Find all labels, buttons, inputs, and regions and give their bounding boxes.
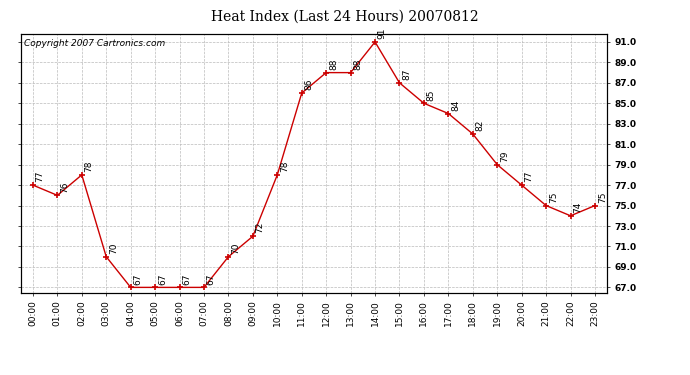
Text: 67: 67 xyxy=(158,273,167,285)
Text: 82: 82 xyxy=(475,120,484,131)
Text: 67: 67 xyxy=(182,273,191,285)
Text: 79: 79 xyxy=(500,150,509,162)
Text: 84: 84 xyxy=(451,99,460,111)
Text: Heat Index (Last 24 Hours) 20070812: Heat Index (Last 24 Hours) 20070812 xyxy=(211,9,479,23)
Text: 78: 78 xyxy=(85,160,94,172)
Text: 70: 70 xyxy=(231,242,240,254)
Text: 70: 70 xyxy=(109,242,118,254)
Text: 67: 67 xyxy=(207,273,216,285)
Text: 88: 88 xyxy=(329,58,338,70)
Text: 91: 91 xyxy=(378,28,387,39)
Text: 67: 67 xyxy=(133,273,142,285)
Text: 72: 72 xyxy=(255,222,265,234)
Text: 77: 77 xyxy=(36,171,45,182)
Text: 86: 86 xyxy=(304,79,313,90)
Text: 78: 78 xyxy=(280,160,289,172)
Text: 74: 74 xyxy=(573,202,582,213)
Text: 77: 77 xyxy=(524,171,533,182)
Text: Copyright 2007 Cartronics.com: Copyright 2007 Cartronics.com xyxy=(23,39,165,48)
Text: 87: 87 xyxy=(402,69,411,80)
Text: 88: 88 xyxy=(353,58,362,70)
Text: 85: 85 xyxy=(426,89,435,101)
Text: 75: 75 xyxy=(598,191,607,203)
Text: 76: 76 xyxy=(60,181,69,193)
Text: 75: 75 xyxy=(549,191,558,203)
